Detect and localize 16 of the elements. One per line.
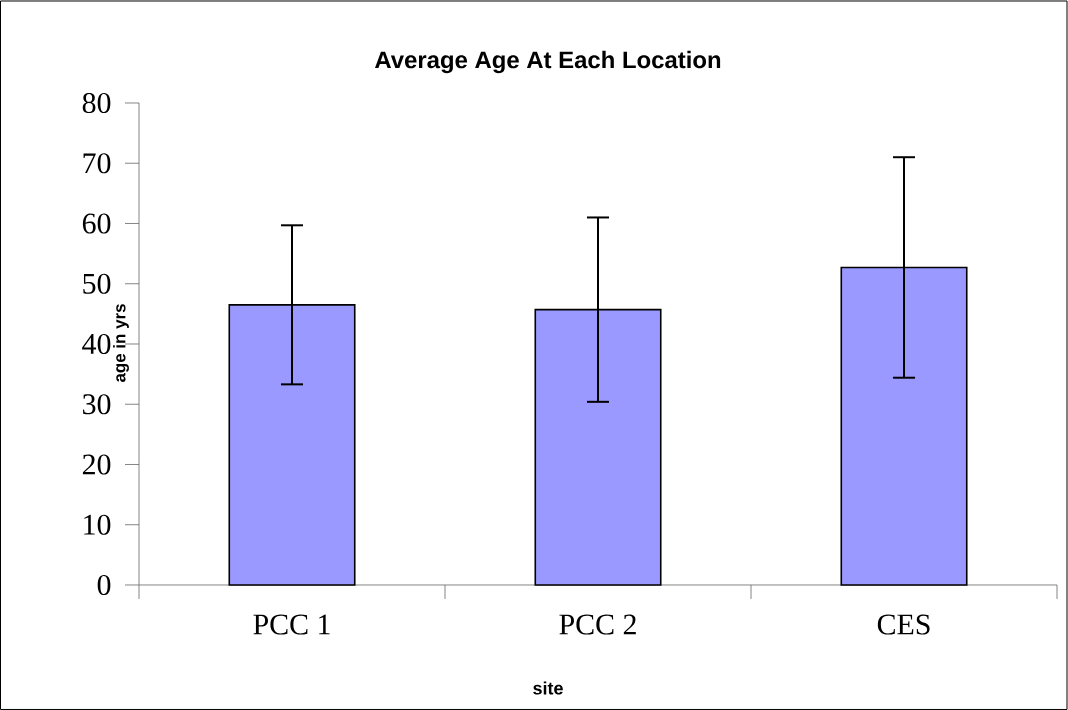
chart-title: Average Age At Each Location xyxy=(374,50,721,74)
y-tick-label: 50 xyxy=(83,273,111,294)
x-tick-label: PCC 2 xyxy=(559,614,636,635)
y-tick-label: 40 xyxy=(82,333,111,355)
x-tick-label: CES xyxy=(877,614,930,635)
y-tick-label: 80 xyxy=(82,92,111,114)
x-tick-label: PCC 1 xyxy=(253,614,330,635)
y-tick-label: 0 xyxy=(97,574,111,596)
y-tick-label: 20 xyxy=(82,454,111,475)
y-tick-label: 60 xyxy=(82,213,111,234)
y-axis-title: age in yrs xyxy=(113,304,129,383)
y-tick-label: 10 xyxy=(84,514,111,535)
y-tick-label: 30 xyxy=(83,394,111,415)
x-axis-title: site xyxy=(533,681,563,695)
y-tick-label: 70 xyxy=(83,153,111,174)
bar xyxy=(840,266,968,586)
